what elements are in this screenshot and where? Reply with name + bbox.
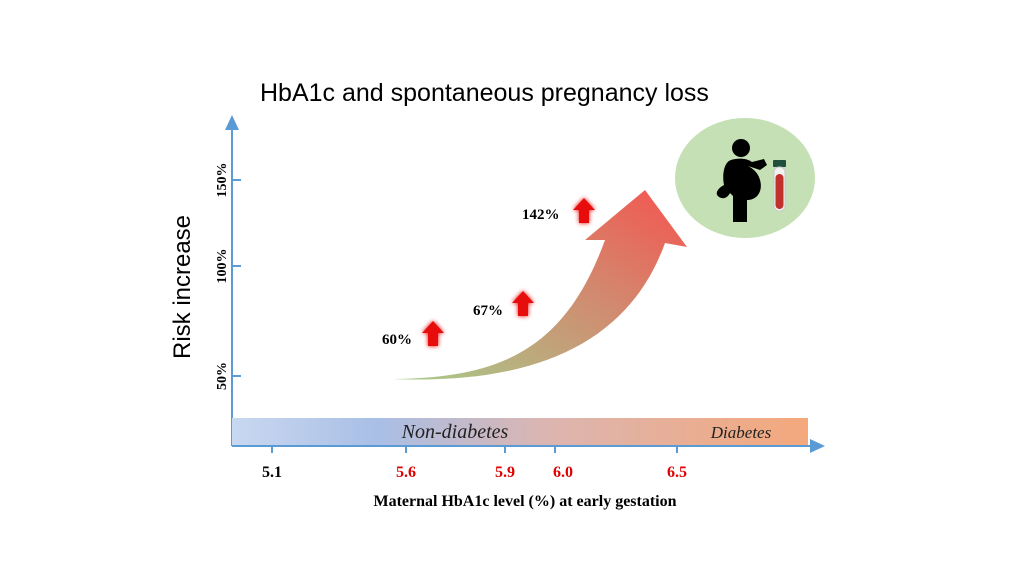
- up-arrow-icon: [512, 291, 534, 316]
- diagram-title: HbA1c and spontaneous pregnancy loss: [260, 79, 709, 107]
- y-tick-label: 50%: [215, 362, 230, 390]
- x-tick-label: 6.5: [667, 464, 687, 481]
- y-axis-label: Risk increase: [169, 215, 196, 359]
- risk-point-label: 142%: [522, 207, 560, 223]
- pregnant-woman-icon: [716, 139, 767, 222]
- y-tick-label: 100%: [215, 249, 230, 284]
- x-tick-label: 5.9: [495, 464, 515, 481]
- up-arrow-icon: [573, 198, 595, 223]
- risk-trend-arrow: [393, 190, 687, 380]
- blood-tube-icon: [773, 160, 786, 212]
- y-axis: [225, 115, 241, 446]
- x-tick-label: 5.1: [262, 464, 282, 481]
- band-label-diabetes: Diabetes: [710, 423, 772, 442]
- risk-point-label: 67%: [473, 303, 503, 319]
- y-axis-arrowhead: [225, 115, 239, 130]
- x-tick-label: 6.0: [553, 464, 573, 481]
- x-axis-arrowhead: [810, 439, 825, 453]
- band-label-non-diabetes: Non-diabetes: [401, 421, 509, 443]
- x-axis: [232, 439, 825, 453]
- risk-point-label: 60%: [382, 332, 412, 348]
- x-tick-label: 5.6: [396, 464, 416, 481]
- y-tick-label: 150%: [215, 163, 230, 198]
- up-arrow-icon: [422, 321, 444, 346]
- x-axis-label: Maternal HbA1c level (%) at early gestat…: [373, 493, 676, 510]
- diabetes-status-band: [232, 418, 808, 445]
- pregnancy-illustration: [675, 118, 815, 238]
